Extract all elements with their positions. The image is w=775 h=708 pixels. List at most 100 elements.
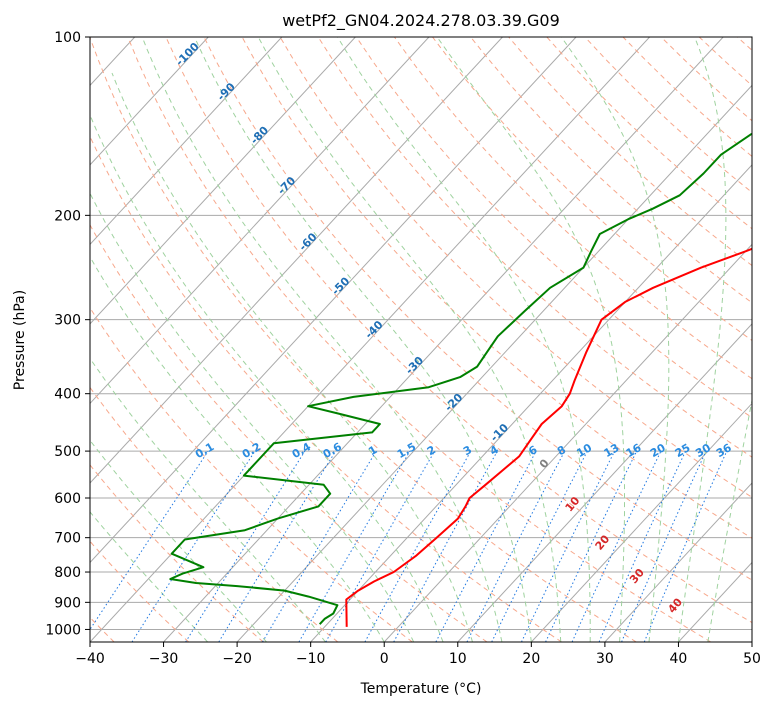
mixing-ratio-line <box>435 450 537 642</box>
dry-adiabat <box>279 37 752 498</box>
dry-adiabat <box>317 37 752 458</box>
moist-adiabat <box>90 255 385 642</box>
moist-adiabat <box>257 37 562 642</box>
x-tick-label: 30 <box>596 651 614 667</box>
moist-adiabat <box>337 37 591 642</box>
dry-adiabat <box>393 37 752 380</box>
dry-adiabat <box>90 135 562 642</box>
mixing-ratio-line <box>393 450 498 642</box>
mixing-ratio-label: 13 <box>602 441 622 460</box>
y-tick-label: 200 <box>54 208 81 224</box>
isotherm--80 <box>90 37 356 325</box>
isotherm--120 <box>0 37 61 642</box>
y-tick-label: 500 <box>54 444 81 460</box>
dry-adiabat-label: -80 <box>248 124 271 147</box>
mixing-ratio-label: 25 <box>673 441 693 460</box>
isotherm--50 <box>90 37 577 564</box>
dry-adiabat <box>90 464 264 642</box>
y-axis-title: Pressure (hPa) <box>12 290 28 390</box>
isotherm--30 <box>163 37 724 642</box>
dry-adiabat-label: -70 <box>275 174 298 197</box>
series-layer <box>169 132 752 627</box>
dry-adiabat-label: -40 <box>362 318 385 341</box>
y-tick-label: 700 <box>54 531 81 547</box>
dry-adiabat <box>90 306 413 642</box>
mixing-ratio-label: 1.5 <box>395 440 418 461</box>
dry-adiabat <box>165 37 752 624</box>
mixing-ratio-line <box>90 450 209 631</box>
dry-adiabat-label: -60 <box>296 230 319 253</box>
x-tick-label: −40 <box>75 651 105 667</box>
plot-frame <box>89 36 753 643</box>
dry-adiabat <box>241 37 752 539</box>
dry-adiabat <box>584 37 752 193</box>
moist-adiabat <box>90 192 415 642</box>
dry-adiabat <box>508 37 752 267</box>
isotherm-50 <box>751 641 752 642</box>
isotherm--90 <box>90 37 283 246</box>
dry-adiabat <box>432 37 752 342</box>
series-line-0 <box>345 247 752 627</box>
dry-adiabat <box>90 386 339 642</box>
dry-adiabat-label: -90 <box>215 80 238 103</box>
dry-adiabat <box>660 37 752 122</box>
moist-adiabat-label: 20 <box>593 532 613 552</box>
moist-adiabat <box>111 72 473 642</box>
y-tick-label: 100 <box>54 30 81 46</box>
y-tick-label: 900 <box>54 595 81 611</box>
dry-adiabat <box>127 37 712 642</box>
x-tick-label: 10 <box>449 651 467 667</box>
moist-adiabat-label: 30 <box>627 566 647 586</box>
moist-adiabat <box>707 397 752 642</box>
moist-adiabat <box>90 357 326 642</box>
x-tick-label: 40 <box>670 651 688 667</box>
y-tick-label: 300 <box>54 313 81 329</box>
mixing-ratio-line <box>643 450 728 642</box>
y-tick-label: 1000 <box>45 622 81 638</box>
dry-adiabat-label: -30 <box>403 354 426 377</box>
isotherm-40 <box>678 561 752 642</box>
mixing-ratio-label: 6 <box>526 443 539 458</box>
mixing-ratio-label: 30 <box>693 441 713 460</box>
moist-adiabat-label: 0 <box>537 456 552 470</box>
x-tick-label: 0 <box>380 651 389 667</box>
y-tick-label: 600 <box>54 491 81 507</box>
mixing-ratio-label: 10 <box>574 441 594 460</box>
mixing-ratio-line <box>571 450 662 642</box>
moist-adiabat <box>141 37 503 642</box>
dry-adiabat <box>90 540 190 642</box>
mixing-ratio-line <box>491 450 588 642</box>
x-tick-label: −10 <box>296 651 326 667</box>
mixing-ratio-label: 20 <box>648 441 668 460</box>
moist-adiabat <box>436 37 625 642</box>
mixing-ratio-line <box>131 450 256 642</box>
x-tick-label: −30 <box>149 651 179 667</box>
moist-adiabat <box>90 113 444 642</box>
mixing-ratio-line <box>364 450 472 642</box>
mixing-ratio-line <box>218 450 337 642</box>
dry-adiabat <box>546 37 752 230</box>
moist-adiabat <box>90 511 209 642</box>
y-tick-label: 800 <box>54 565 81 581</box>
moist-adiabat <box>90 439 267 642</box>
mixing-ratio-label: 0.1 <box>193 440 216 461</box>
isotherm--100 <box>90 37 209 166</box>
isotherm-0 <box>383 243 752 642</box>
isotherm--20 <box>236 84 752 642</box>
isotherm-10 <box>457 323 752 642</box>
tick-layer: −40 −30 −20 −10 0 10 20 30 40 5010020030040050060… <box>45 30 761 667</box>
x-axis-title: Temperature (°C) <box>360 681 482 697</box>
mixing-ratio-line <box>621 450 707 642</box>
mixing-ratio-label: 4 <box>488 443 501 458</box>
dry-adiabat <box>90 223 488 642</box>
dry-adiabat-label: -10 <box>488 421 511 444</box>
series-line-1 <box>169 132 752 625</box>
dry-adiabat <box>90 37 637 642</box>
moist-adiabat <box>677 37 727 642</box>
moist-adiabat <box>560 37 670 642</box>
x-tick-label: −20 <box>222 651 252 667</box>
isotherm-20 <box>530 402 752 642</box>
x-tick-label: 50 <box>743 651 761 667</box>
x-tick-label: 20 <box>522 651 540 667</box>
